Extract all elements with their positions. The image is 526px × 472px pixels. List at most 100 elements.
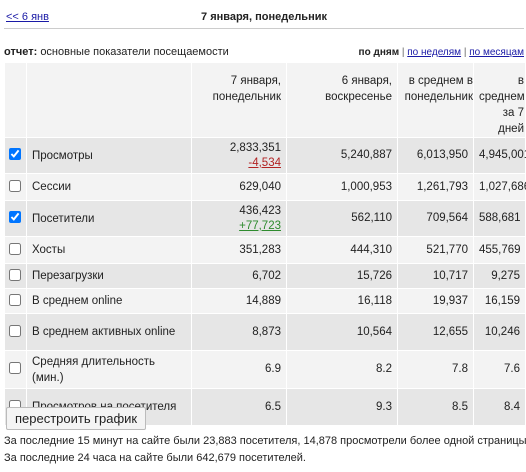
back-link[interactable]: << 6 янв [6, 11, 49, 23]
separator: | [461, 47, 470, 58]
value-text: 455,769 [479, 243, 521, 256]
change-text: -4,534 [248, 156, 281, 169]
value-text: 10,564 [356, 325, 392, 338]
value-cell: 1,000,953 [286, 173, 398, 201]
value-cell: 12,655 [397, 313, 474, 351]
checkbox-cell [4, 288, 27, 314]
period-option: по дням [358, 47, 400, 58]
value-text: 6.5 [265, 400, 281, 413]
value-cell: 2,833,351 -4,534 [191, 137, 287, 174]
value-text: 1,027,686 [479, 180, 526, 193]
table-row: Перезагрузки 6,702 15,726 10,717 9,275 [4, 263, 526, 289]
value-cell: 6,013,950 [397, 137, 474, 174]
value-text: 351,283 [239, 243, 281, 256]
table-row: Средняя длительность (мин.) 6.9 8.2 7.8 7.6 [4, 350, 526, 389]
checkbox-cell [4, 350, 27, 389]
row-checkbox[interactable] [9, 293, 21, 306]
value-text: 10,717 [432, 269, 468, 282]
checkbox-cell [4, 200, 27, 237]
row-label: Сессии [26, 173, 192, 201]
value-text: 5,240,887 [340, 149, 392, 161]
column-header: в среднем за 7 дней [473, 62, 526, 138]
value-text: 4,945,001 [479, 149, 526, 161]
rebuild-button[interactable]: перестроить график [6, 407, 147, 430]
value-text: 1,000,953 [340, 180, 392, 193]
row-checkbox[interactable] [9, 324, 21, 337]
checkbox-cell [4, 137, 27, 174]
value-text: 6,702 [252, 269, 281, 282]
period-switch: по дням | по неделям | по месяцам [359, 47, 524, 58]
value-cell: 19,937 [397, 288, 474, 314]
report-label: отчет: [4, 46, 38, 58]
value-text: 7.6 [504, 363, 520, 375]
date-title: 7 января, понедельник [201, 11, 327, 23]
value-text: 8,873 [252, 325, 281, 338]
period-option[interactable]: по неделям [407, 47, 462, 58]
table-row: Хосты 351,283 444,310 521,770 455,769 [4, 236, 526, 264]
value-text: 562,110 [351, 212, 392, 224]
value-cell: 521,770 [397, 236, 474, 264]
value-cell: 8.5 [397, 388, 474, 426]
column-header-text: в среднем в понедельник [404, 75, 473, 103]
value-cell: 351,283 [191, 236, 287, 264]
value-text: 9.3 [376, 400, 392, 413]
value-text: 16,118 [357, 294, 392, 307]
row-label: Хосты [26, 236, 192, 264]
value-text: 7.8 [452, 363, 468, 375]
table-row: Сессии 629,040 1,000,953 1,261,793 1,027,686 [4, 173, 526, 201]
value-cell: 16,118 [286, 288, 398, 314]
value-text: 8.4 [504, 400, 520, 413]
value-cell: 1,027,686 [473, 173, 526, 201]
value-cell: 10,717 [397, 263, 474, 289]
value-cell: 10,564 [286, 313, 398, 351]
value-text: 6.9 [265, 363, 281, 375]
value-cell: 8.4 [473, 388, 526, 426]
value-cell: 5,240,887 [286, 137, 398, 174]
row-checkbox[interactable] [9, 268, 21, 281]
top-bar: << 6 янв 7 января, понедельник [4, 0, 524, 29]
value-text: 8.5 [452, 400, 468, 413]
value-text: 1,261,793 [416, 180, 468, 193]
value-text: 2,833,351 [229, 141, 281, 154]
value-cell: 6.9 [191, 350, 287, 389]
value-cell: 1,261,793 [397, 173, 474, 201]
column-header: 6 января, воскресенье [286, 62, 398, 138]
value-cell: 629,040 [191, 173, 287, 201]
footer-line: За последние 24 часа на сайте были 642,6… [4, 452, 306, 464]
value-text: 12,655 [432, 325, 468, 338]
table-row: Посетители 436,423 +77,723 562,110 709,564 58… [4, 200, 526, 237]
value-text: 6,013,950 [416, 149, 468, 161]
stats-table: 7 января, понедельник 6 января, воскресен… [4, 62, 526, 426]
value-cell: 7.8 [397, 350, 474, 389]
value-text: 8.2 [376, 363, 392, 375]
value-text: 19,937 [432, 294, 468, 307]
value-cell: 14,889 [191, 288, 287, 314]
row-label: Посетители [26, 200, 192, 237]
value-cell: 10,246 [473, 313, 526, 351]
value-text: 14,889 [245, 294, 281, 307]
column-header: 7 января, понедельник [191, 62, 287, 138]
value-cell: 709,564 [397, 200, 474, 237]
row-label: В среднем активных online [26, 313, 192, 351]
blank-header [26, 62, 192, 138]
value-cell: 6.5 [191, 388, 287, 426]
value-text: 15,726 [356, 269, 392, 282]
value-text: 10,246 [484, 325, 520, 338]
row-checkbox[interactable] [9, 148, 21, 160]
change-text: +77,723 [239, 219, 281, 232]
report-line: отчет: основные показатели посещаемости [4, 46, 229, 58]
footer-line: За последние 15 минут на сайте были 23,8… [4, 435, 526, 447]
row-checkbox[interactable] [9, 179, 21, 192]
value-cell: 444,310 [286, 236, 398, 264]
column-header-text: в среднем за 7 дней [479, 75, 525, 135]
value-cell: 588,681 [473, 200, 526, 237]
value-text: 16,159 [484, 294, 520, 307]
row-checkbox[interactable] [9, 362, 21, 374]
row-checkbox[interactable] [9, 242, 21, 255]
column-header-text: 6 января, воскресенье [325, 75, 392, 103]
row-checkbox[interactable] [9, 211, 21, 223]
checkbox-cell [4, 173, 27, 201]
period-option[interactable]: по месяцам [469, 47, 524, 58]
column-header: в среднем в понедельник [397, 62, 474, 138]
